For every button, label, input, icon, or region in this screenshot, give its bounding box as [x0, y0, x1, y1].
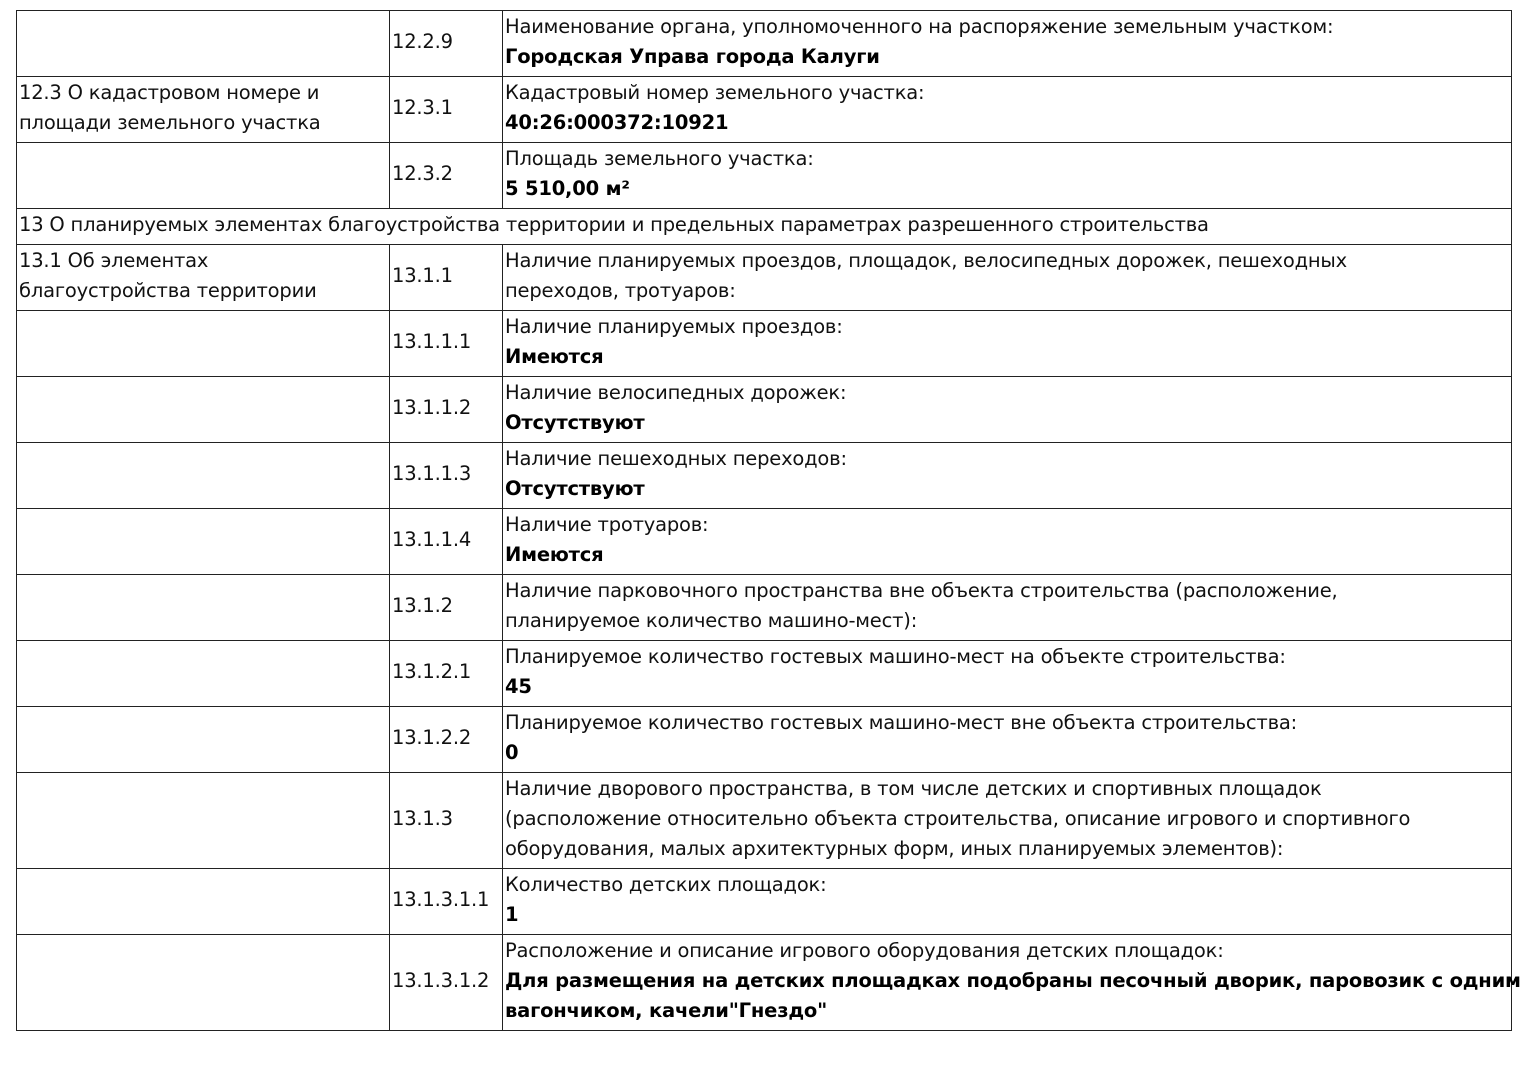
table-row: 13.1.3 Наличие дворового пространства, в …: [16, 772, 1512, 869]
item-content: Планируемое количество гостевых машино-м…: [502, 706, 1512, 773]
section-cell: [16, 706, 390, 773]
table-row: 12.3.2 Площадь земельного участка: 5 510,0…: [16, 142, 1512, 209]
section-cell: [16, 142, 390, 209]
item-label: Кадастровый номер земельного участка:: [505, 81, 925, 104]
table-row: 13 О планируемых элементах благоустройст…: [16, 208, 1512, 245]
section-title: 12.3 О кадастровом номере и: [19, 81, 320, 104]
table-row: 13.1.2.1 Планируемое количество гостевых …: [16, 640, 1512, 707]
item-content: Планируемое количество гостевых машино-м…: [502, 640, 1512, 707]
section-cell: [16, 934, 390, 1031]
table-row: 13.1.1.4 Наличие тротуаров: Имеются: [16, 508, 1512, 575]
item-label: Наличие тротуаров:: [505, 513, 709, 536]
item-content: Наличие пешеходных переходов: Отсутствуют: [502, 442, 1512, 509]
item-value: Имеются: [505, 543, 604, 566]
item-label: Наличие парковочного пространства вне об…: [505, 579, 1338, 602]
item-value: Для размещения на детских площадках подо…: [505, 969, 1521, 992]
item-content: Наличие дворового пространства, в том чи…: [502, 772, 1512, 869]
item-code: 13.1.1.4: [389, 508, 503, 575]
section-cell: [16, 10, 390, 77]
section-cell: [16, 868, 390, 935]
item-code: 13.1.3: [389, 772, 503, 869]
item-label: Наличие пешеходных переходов:: [505, 447, 847, 470]
item-label: Площадь земельного участка:: [505, 147, 814, 170]
item-content: Площадь земельного участка: 5 510,00 м²: [502, 142, 1512, 209]
item-label: (расположение относительно объекта строи…: [505, 807, 1411, 830]
item-code: 13.1.2: [389, 574, 503, 641]
item-label: Расположение и описание игрового оборудо…: [505, 939, 1224, 962]
item-code: 13.1.3.1.2: [389, 934, 503, 1031]
item-label: оборудования, малых архитектурных форм, …: [505, 837, 1284, 860]
item-value: Отсутствуют: [505, 477, 645, 500]
item-code: 13.1.3.1.1: [389, 868, 503, 935]
item-code: 13.1.1.2: [389, 376, 503, 443]
item-label: Наличие дворового пространства, в том чи…: [505, 777, 1322, 800]
item-content: Кадастровый номер земельного участка: 40:…: [502, 76, 1512, 143]
section-title: площади земельного участка: [19, 111, 321, 134]
section-cell: [16, 310, 390, 377]
section-cell: [16, 640, 390, 707]
item-content: Количество детских площадок: 1: [502, 868, 1512, 935]
item-code: 13.1.1.3: [389, 442, 503, 509]
table-row: 13.1.1.3 Наличие пешеходных переходов: Отс…: [16, 442, 1512, 509]
item-code: 12.3.1: [389, 76, 503, 143]
section-cell: [16, 772, 390, 869]
item-content: Расположение и описание игрового оборудо…: [502, 934, 1521, 1031]
table-row: 13.1.1.1 Наличие планируемых проездов: Име…: [16, 310, 1512, 377]
item-label: Наличие велосипедных дорожек:: [505, 381, 847, 404]
item-content: Наличие планируемых проездов: Имеются: [502, 310, 1512, 377]
item-value: 1: [505, 903, 519, 926]
table-row: 13.1 Об элементах благоустройства террито…: [16, 244, 1512, 311]
section-title: 13.1 Об элементах: [19, 249, 209, 272]
table-row: 13.1.1.2 Наличие велосипедных дорожек: Отс…: [16, 376, 1512, 443]
item-content: Наличие парковочного пространства вне об…: [502, 574, 1512, 641]
item-label: планируемое количество машино-мест):: [505, 609, 918, 632]
section-title: благоустройства территории: [19, 279, 317, 302]
item-label: Наличие планируемых проездов:: [505, 315, 843, 338]
item-code: 12.3.2: [389, 142, 503, 209]
item-label: Планируемое количество гостевых машино-м…: [505, 645, 1286, 668]
item-label: переходов, тротуаров:: [505, 279, 736, 302]
item-code: 13.1.1: [389, 244, 503, 311]
item-code: 13.1.1.1: [389, 310, 503, 377]
table-row: 12.3 О кадастровом номере и площади земел…: [16, 76, 1512, 143]
item-content: Наличие велосипедных дорожек: Отсутствуют: [502, 376, 1512, 443]
section-cell: [16, 508, 390, 575]
item-label: Наличие планируемых проездов, площадок, …: [505, 249, 1347, 272]
table-row: 13.1.2 Наличие парковочного пространства …: [16, 574, 1512, 641]
section-heading: 13 О планируемых элементах благоустройст…: [16, 208, 1512, 245]
item-value: 5 510,00 м²: [505, 177, 630, 200]
item-value: 45: [505, 675, 532, 698]
table-row: 12.2.9 Наименование органа, уполномоченно…: [16, 10, 1512, 77]
item-code: 13.1.2.2: [389, 706, 503, 773]
item-value: вагончиком, качели"Гнездо": [505, 999, 828, 1022]
table-row: 13.1.3.1.2 Расположение и описание игрово…: [16, 934, 1521, 1031]
section-cell: [16, 574, 390, 641]
section-cell: 13.1 Об элементах благоустройства террито…: [16, 244, 390, 311]
item-label: Наименование органа, уполномоченного на …: [505, 15, 1334, 38]
item-content: Наличие тротуаров: Имеются: [502, 508, 1512, 575]
item-value: 40:26:000372:10921: [505, 111, 729, 134]
item-value: Городская Управа города Калуги: [505, 45, 880, 68]
section-cell: 12.3 О кадастровом номере и площади земел…: [16, 76, 390, 143]
item-label: Количество детских площадок:: [505, 873, 827, 896]
item-value: Имеются: [505, 345, 604, 368]
item-content: Наименование органа, уполномоченного на …: [502, 10, 1512, 77]
table-row: 13.1.3.1.1 Количество детских площадок: 1: [16, 868, 1512, 935]
item-code: 12.2.9: [389, 10, 503, 77]
item-value: 0: [505, 741, 519, 764]
item-content: Наличие планируемых проездов, площадок, …: [502, 244, 1512, 311]
item-code: 13.1.2.1: [389, 640, 503, 707]
table-row: 13.1.2.2 Планируемое количество гостевых …: [16, 706, 1512, 773]
section-cell: [16, 376, 390, 443]
section-cell: [16, 442, 390, 509]
document-table: 12.2.9 Наименование органа, уполномоченно…: [16, 10, 1521, 1031]
item-label: Планируемое количество гостевых машино-м…: [505, 711, 1297, 734]
item-value: Отсутствуют: [505, 411, 645, 434]
